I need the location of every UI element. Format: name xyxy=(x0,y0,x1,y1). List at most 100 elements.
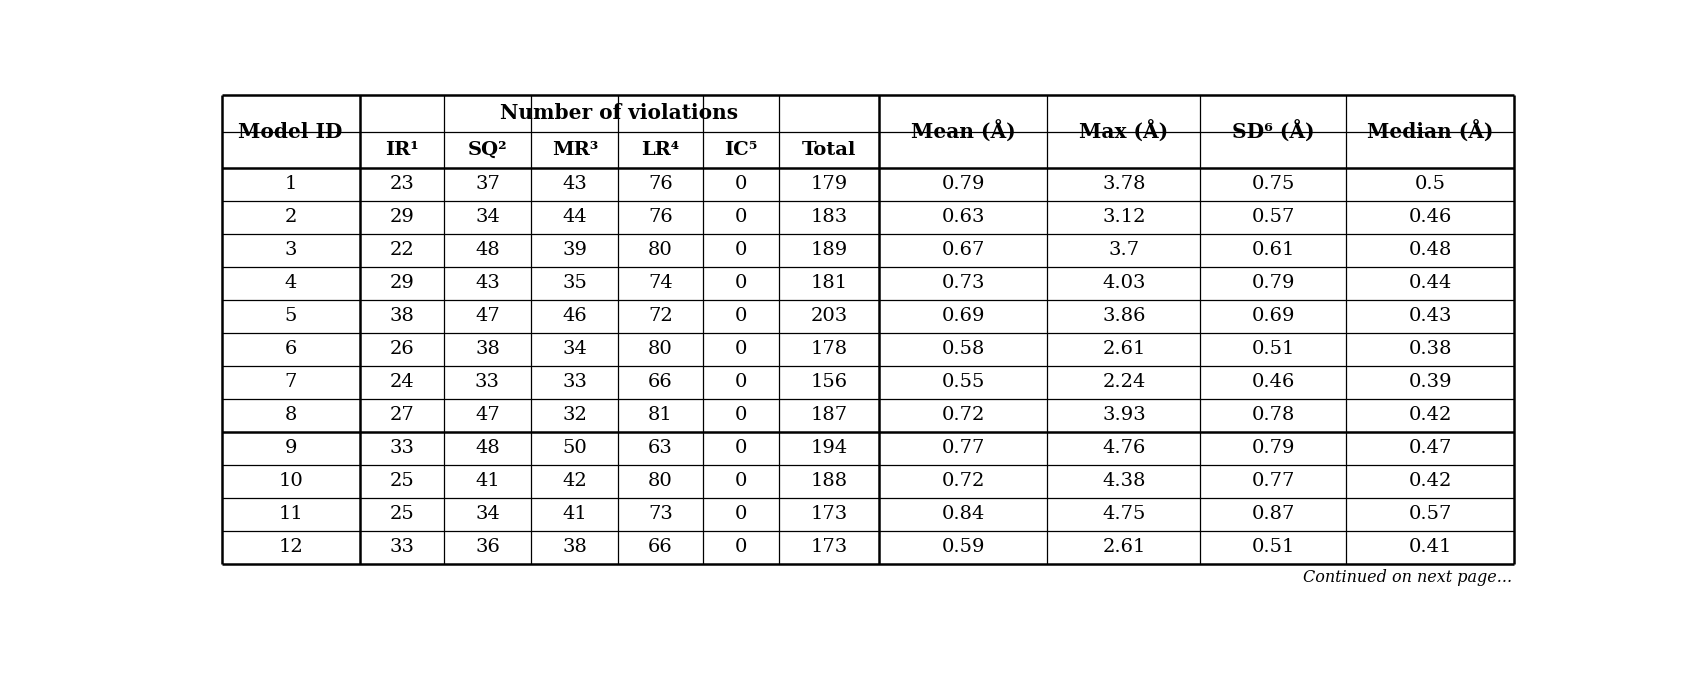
Text: Median (Å): Median (Å) xyxy=(1366,120,1493,143)
Text: 2.24: 2.24 xyxy=(1101,373,1145,391)
Text: 63: 63 xyxy=(647,439,672,458)
Text: 0.39: 0.39 xyxy=(1407,373,1451,391)
Text: 12: 12 xyxy=(279,538,302,557)
Text: 72: 72 xyxy=(649,307,672,326)
Text: 173: 173 xyxy=(811,505,848,523)
Text: 29: 29 xyxy=(388,209,414,226)
Text: 4.75: 4.75 xyxy=(1101,505,1145,523)
Text: Max (Å): Max (Å) xyxy=(1079,120,1167,143)
Text: 41: 41 xyxy=(475,473,500,490)
Text: 0.67: 0.67 xyxy=(941,241,985,259)
Text: 0.46: 0.46 xyxy=(1252,373,1294,391)
Text: 2.61: 2.61 xyxy=(1101,538,1145,557)
Text: Mean (Å): Mean (Å) xyxy=(910,120,1015,143)
Text: 46: 46 xyxy=(562,307,586,326)
Text: 3.86: 3.86 xyxy=(1101,307,1145,326)
Text: 0.84: 0.84 xyxy=(941,505,985,523)
Text: 0.77: 0.77 xyxy=(941,439,985,458)
Text: 33: 33 xyxy=(388,538,414,557)
Text: 23: 23 xyxy=(388,175,414,194)
Text: 33: 33 xyxy=(475,373,500,391)
Text: 8: 8 xyxy=(284,406,297,425)
Text: 29: 29 xyxy=(388,274,414,293)
Text: 5: 5 xyxy=(284,307,297,326)
Text: 0: 0 xyxy=(735,373,747,391)
Text: 0.79: 0.79 xyxy=(1252,439,1294,458)
Text: 4.76: 4.76 xyxy=(1101,439,1145,458)
Text: 9: 9 xyxy=(284,439,297,458)
Text: 0: 0 xyxy=(735,209,747,226)
Text: 0.46: 0.46 xyxy=(1407,209,1451,226)
Text: 22: 22 xyxy=(388,241,414,259)
Text: MR³: MR³ xyxy=(551,141,598,159)
Text: 4.38: 4.38 xyxy=(1101,473,1145,490)
Text: 41: 41 xyxy=(562,505,586,523)
Text: 173: 173 xyxy=(811,538,848,557)
Text: 27: 27 xyxy=(388,406,414,425)
Text: 0: 0 xyxy=(735,307,747,326)
Text: 0.41: 0.41 xyxy=(1407,538,1451,557)
Text: Total: Total xyxy=(801,141,856,159)
Text: 6: 6 xyxy=(284,341,297,358)
Text: 33: 33 xyxy=(388,439,414,458)
Text: 2.61: 2.61 xyxy=(1101,341,1145,358)
Text: 0: 0 xyxy=(735,175,747,194)
Text: 47: 47 xyxy=(475,406,500,425)
Text: 42: 42 xyxy=(562,473,586,490)
Text: 3.7: 3.7 xyxy=(1108,241,1138,259)
Text: 0.5: 0.5 xyxy=(1414,175,1444,194)
Text: 80: 80 xyxy=(649,241,672,259)
Text: 0.79: 0.79 xyxy=(1252,274,1294,293)
Text: 0.87: 0.87 xyxy=(1252,505,1294,523)
Text: 0.47: 0.47 xyxy=(1407,439,1451,458)
Text: 0.57: 0.57 xyxy=(1252,209,1294,226)
Text: 0: 0 xyxy=(735,473,747,490)
Text: 37: 37 xyxy=(475,175,500,194)
Text: 0.69: 0.69 xyxy=(941,307,985,326)
Text: 0.61: 0.61 xyxy=(1252,241,1294,259)
Text: 66: 66 xyxy=(649,538,672,557)
Text: SD⁶ (Å): SD⁶ (Å) xyxy=(1231,120,1314,143)
Text: 181: 181 xyxy=(811,274,848,293)
Text: 187: 187 xyxy=(811,406,848,425)
Text: 3.78: 3.78 xyxy=(1101,175,1145,194)
Text: 0.55: 0.55 xyxy=(941,373,985,391)
Text: SQ²: SQ² xyxy=(468,141,507,159)
Text: 80: 80 xyxy=(649,473,672,490)
Text: 34: 34 xyxy=(562,341,586,358)
Text: 66: 66 xyxy=(649,373,672,391)
Text: 81: 81 xyxy=(649,406,672,425)
Text: 0.72: 0.72 xyxy=(941,406,985,425)
Text: 0: 0 xyxy=(735,505,747,523)
Text: 0.51: 0.51 xyxy=(1252,538,1294,557)
Text: 156: 156 xyxy=(811,373,848,391)
Text: 4.03: 4.03 xyxy=(1101,274,1145,293)
Text: 0.78: 0.78 xyxy=(1252,406,1294,425)
Text: 0.58: 0.58 xyxy=(941,341,985,358)
Text: 35: 35 xyxy=(562,274,586,293)
Text: 203: 203 xyxy=(811,307,848,326)
Text: 0.43: 0.43 xyxy=(1407,307,1451,326)
Text: 34: 34 xyxy=(475,209,500,226)
Text: Model ID: Model ID xyxy=(238,122,343,142)
Text: 0.63: 0.63 xyxy=(941,209,985,226)
Text: 189: 189 xyxy=(811,241,848,259)
Text: 178: 178 xyxy=(811,341,848,358)
Text: 7: 7 xyxy=(284,373,297,391)
Text: 25: 25 xyxy=(388,473,414,490)
Text: 4: 4 xyxy=(284,274,297,293)
Text: 0.38: 0.38 xyxy=(1407,341,1451,358)
Text: 11: 11 xyxy=(279,505,302,523)
Text: IC⁵: IC⁵ xyxy=(725,141,757,159)
Text: 179: 179 xyxy=(811,175,848,194)
Text: 0.75: 0.75 xyxy=(1252,175,1294,194)
Text: 38: 38 xyxy=(388,307,414,326)
Text: 0: 0 xyxy=(735,439,747,458)
Text: 73: 73 xyxy=(647,505,672,523)
Text: 32: 32 xyxy=(562,406,586,425)
Text: 0: 0 xyxy=(735,341,747,358)
Text: 43: 43 xyxy=(475,274,500,293)
Text: 0.77: 0.77 xyxy=(1252,473,1294,490)
Text: 3: 3 xyxy=(284,241,297,259)
Text: 0.59: 0.59 xyxy=(941,538,985,557)
